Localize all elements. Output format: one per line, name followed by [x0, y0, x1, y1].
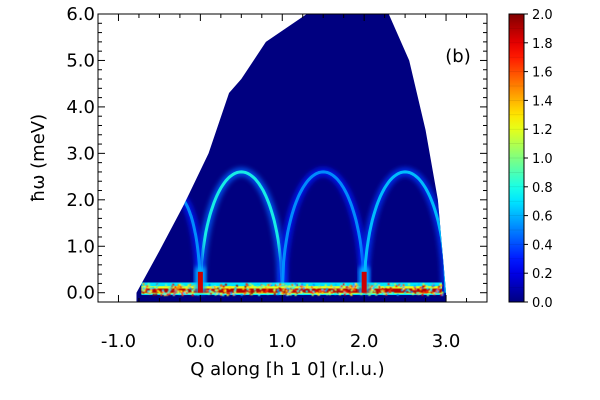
y-tick-label: 2.0 [66, 190, 95, 211]
y-tick-label: 3.0 [66, 143, 95, 164]
colorbar-tick-label: 0.6 [532, 210, 553, 225]
y-tick-label: 0.0 [66, 283, 95, 304]
signal-layer [141, 167, 447, 297]
elastic-line-speckle [141, 283, 444, 297]
y-axis-title: ħω (meV) [28, 114, 49, 202]
colorbar-tick-label: 0.8 [532, 181, 553, 196]
dispersion-branch [362, 170, 447, 293]
colorbar-ticks: 0.0 0.2 0.4 0.6 0.8 1.0 1.2 1.4 1.6 1.8 2.0 [509, 8, 553, 311]
colorbar-tick-label: 0.4 [532, 238, 553, 253]
colorbar-tick-label: 1.4 [532, 94, 553, 109]
x-tick-label: 3.0 [432, 331, 461, 352]
bragg-peak [361, 271, 367, 293]
y-tick-label: 1.0 [66, 236, 95, 257]
colorbar-tick-label: 1.0 [532, 152, 553, 167]
x-tick-label: 2.0 [350, 331, 379, 352]
x-tick-label: 1.0 [268, 331, 297, 352]
panel-label: (b) [445, 46, 470, 67]
x-axis: -1.0 0.0 1.0 2.0 3.0 [97, 14, 488, 352]
plot-area: -1.0 0.0 1.0 2.0 3.0 0.0 1.0 2.0 3.0 4.0 5.0 6.0 [66, 4, 488, 352]
colorbar: 0.0 0.2 0.4 0.6 0.8 1.0 1.2 1.4 1.6 1.8 2.0 [508, 8, 553, 311]
colorbar-tick-label: 2.0 [532, 8, 553, 23]
y-tick-label: 5.0 [66, 50, 95, 71]
plot-frame [97, 13, 488, 303]
x-tick-label: 0.0 [186, 331, 215, 352]
y-tick-label: 6.0 [66, 4, 95, 25]
dispersion-branch [198, 170, 284, 293]
colorbar-tick-label: 1.8 [532, 37, 553, 52]
dispersion-branch [280, 170, 366, 293]
x-tick-label: -1.0 [101, 331, 136, 352]
colorbar-tick-label: 0.2 [532, 267, 553, 282]
colorbar-tick-label: 1.2 [532, 123, 553, 138]
y-tick-label: 4.0 [66, 97, 95, 118]
colorbar-tick-label: 1.6 [532, 66, 553, 81]
y-axis: 0.0 1.0 2.0 3.0 4.0 5.0 6.0 [66, 4, 487, 304]
colorbar-tick-label: 0.0 [532, 296, 553, 311]
x-axis-title: Q along [h 1 0] (r.l.u.) [190, 359, 384, 380]
bragg-peak [197, 271, 203, 293]
